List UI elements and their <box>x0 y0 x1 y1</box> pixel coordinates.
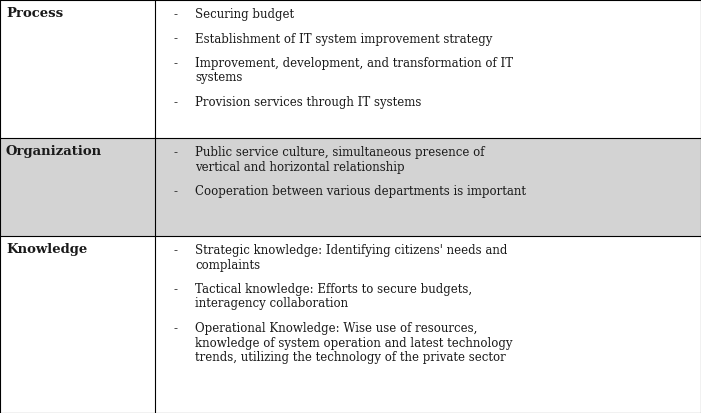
Text: -: - <box>173 57 177 70</box>
Text: -: - <box>173 185 177 198</box>
Text: Knowledge: Knowledge <box>6 243 87 256</box>
Text: trends, utilizing the technology of the private sector: trends, utilizing the technology of the … <box>195 351 505 364</box>
Text: Securing budget: Securing budget <box>195 8 294 21</box>
Text: Strategic knowledge: Identifying citizens' needs and: Strategic knowledge: Identifying citizen… <box>195 244 508 257</box>
Text: Cooperation between various departments is important: Cooperation between various departments … <box>195 185 526 198</box>
Text: -: - <box>173 8 177 21</box>
Text: complaints: complaints <box>195 259 260 271</box>
Text: Establishment of IT system improvement strategy: Establishment of IT system improvement s… <box>195 33 492 45</box>
Text: systems: systems <box>195 71 243 85</box>
Text: Tactical knowledge: Efforts to secure budgets,: Tactical knowledge: Efforts to secure bu… <box>195 283 472 296</box>
Text: Organization: Organization <box>6 145 102 158</box>
Text: -: - <box>173 322 177 335</box>
Text: Improvement, development, and transformation of IT: Improvement, development, and transforma… <box>195 57 513 70</box>
Text: Process: Process <box>6 7 63 20</box>
Text: Public service culture, simultaneous presence of: Public service culture, simultaneous pre… <box>195 146 484 159</box>
Text: vertical and horizontal relationship: vertical and horizontal relationship <box>195 161 404 173</box>
Text: interagency collaboration: interagency collaboration <box>195 297 348 311</box>
Bar <box>0 236 701 413</box>
Text: Provision services through IT systems: Provision services through IT systems <box>195 96 421 109</box>
Text: -: - <box>173 146 177 159</box>
Text: knowledge of system operation and latest technology: knowledge of system operation and latest… <box>195 337 512 349</box>
Text: -: - <box>173 244 177 257</box>
Bar <box>0 0 701 138</box>
Text: -: - <box>173 96 177 109</box>
Bar <box>0 138 701 236</box>
Text: -: - <box>173 33 177 45</box>
Text: -: - <box>173 283 177 296</box>
Text: Operational Knowledge: Wise use of resources,: Operational Knowledge: Wise use of resou… <box>195 322 477 335</box>
